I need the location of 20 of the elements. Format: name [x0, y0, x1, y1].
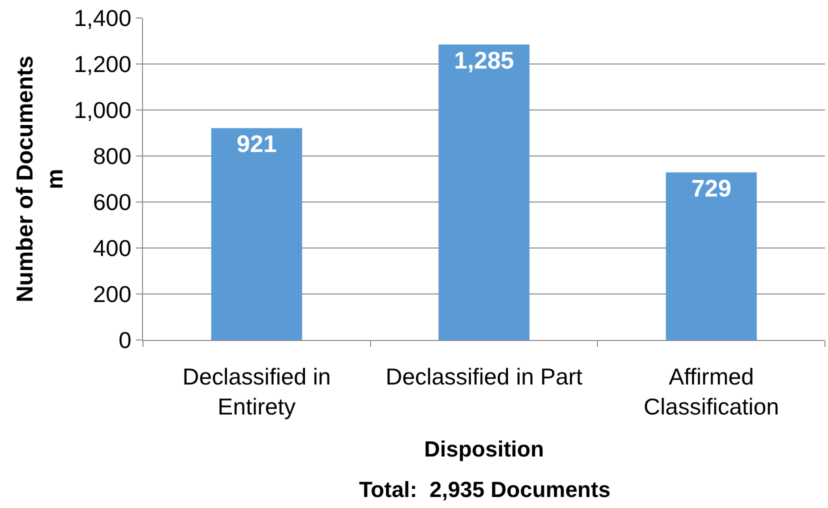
x-axis-title: Disposition — [424, 436, 544, 462]
y-axis-title: Number of Documents m — [11, 56, 68, 302]
data-label: 1,285 — [454, 47, 514, 74]
y-tick-label: 1,200 — [74, 51, 132, 78]
data-label: 729 — [691, 175, 732, 202]
x-tick-label: Affirmed Classification — [644, 364, 780, 420]
y-tick-label: 600 — [93, 189, 132, 216]
data-label: 921 — [236, 131, 277, 158]
y-tick-label: 800 — [93, 143, 132, 170]
y-tick-label: 1,000 — [74, 97, 132, 124]
bar — [666, 172, 757, 340]
bar — [211, 128, 302, 340]
y-tick-label: 1,400 — [74, 5, 132, 32]
x-tick-label: Declassified in Part — [386, 364, 584, 390]
y-tick-label: 0 — [118, 327, 132, 354]
y-tick-label: 200 — [93, 281, 132, 308]
y-tick-label: 400 — [93, 235, 132, 262]
x-tick-label: Declassified in Entirety — [182, 364, 331, 420]
bar — [438, 44, 530, 340]
text: Total: 2,935 Documents — [359, 477, 610, 502]
